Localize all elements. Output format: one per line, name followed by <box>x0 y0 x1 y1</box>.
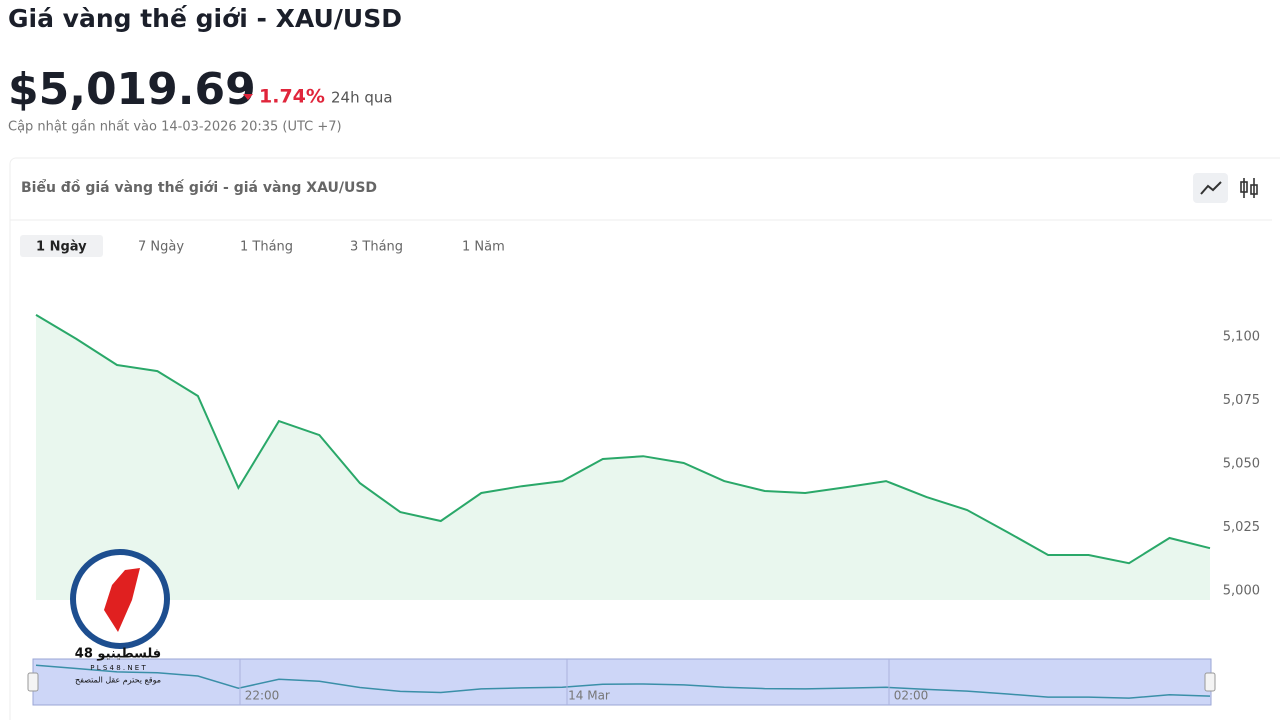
page-title: Giá vàng thế giới - XAU/USD <box>8 4 402 33</box>
y-tick-label: 5,100 <box>1223 330 1260 345</box>
y-tick-label: 5,075 <box>1223 393 1260 408</box>
navigator-label: 14 Mar <box>568 689 610 703</box>
navigator-handle[interactable] <box>27 672 39 692</box>
area <box>36 314 1210 600</box>
chart-title: Biểu đồ giá vàng thế giới - giá vàng XAU… <box>21 179 377 196</box>
navigator-label: 02:00 <box>894 689 929 703</box>
watermark-slogan: موقع يحترم عقل المتصفح <box>75 676 161 685</box>
tab[interactable]: 1 Tháng <box>240 240 293 255</box>
price: $5,019.69 <box>8 64 256 115</box>
navigator-line <box>35 664 1211 699</box>
price-change: 1.74% <box>259 86 325 108</box>
navigator-label: 22:00 <box>245 689 280 703</box>
navigator-handle[interactable] <box>1204 672 1216 692</box>
tab[interactable]: 3 Tháng <box>350 240 403 255</box>
watermark-site: P L S 4 8 . N E T <box>90 664 146 672</box>
tab[interactable]: 1 Ngày <box>36 240 87 255</box>
line-icon <box>1200 181 1222 195</box>
candle-view-button[interactable] <box>1240 178 1258 198</box>
y-tick-label: 5,050 <box>1223 457 1260 472</box>
navigator[interactable] <box>32 658 1212 706</box>
down-arrow <box>243 94 253 100</box>
y-tick-label: 5,000 <box>1223 584 1260 599</box>
tab-active-bg <box>20 235 103 257</box>
tab[interactable]: 7 Ngày <box>138 240 184 255</box>
updated-time: Cập nhật gần nhất vào 14-03-2026 20:35 (… <box>8 120 342 135</box>
watermark: فلسطينيو 48 P L S 4 8 . N E T موقع يحترم… <box>70 549 170 685</box>
tab[interactable]: 1 Năm <box>462 240 505 255</box>
watermark-name: فلسطينيو 48 <box>75 647 161 662</box>
y-tick-label: 5,025 <box>1223 520 1260 535</box>
change-period: 24h qua <box>331 89 393 107</box>
line <box>35 314 1211 565</box>
